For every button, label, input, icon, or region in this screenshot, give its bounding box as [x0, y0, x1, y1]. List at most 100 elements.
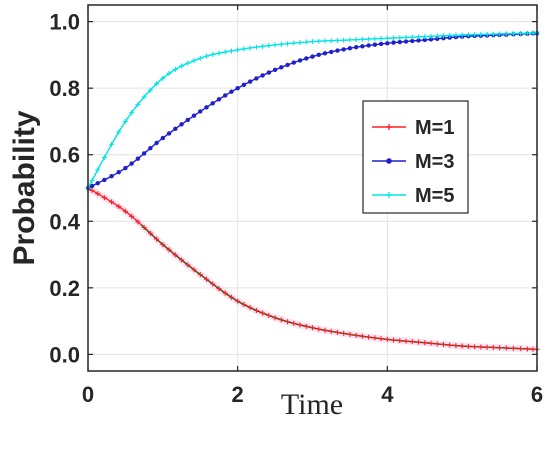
- series-point: [191, 267, 197, 273]
- series-point: [204, 105, 209, 110]
- series-point: [465, 32, 471, 38]
- series-point: [135, 156, 141, 161]
- series-point: [409, 339, 415, 345]
- series-point: [472, 32, 478, 38]
- series-point: [216, 97, 222, 102]
- series-point: [210, 51, 216, 57]
- series-point: [490, 344, 496, 350]
- y-tick-label: 0.4: [49, 209, 80, 234]
- x-tick-labels: 0 2 4 6: [82, 382, 543, 407]
- series-point: [129, 213, 135, 219]
- series-point: [378, 36, 384, 42]
- series-point: [222, 93, 228, 98]
- series-point: [135, 101, 141, 107]
- series-point: [285, 319, 291, 325]
- series-point: [154, 236, 160, 242]
- series-point: [141, 94, 147, 100]
- series-point: [101, 195, 107, 201]
- series-point: [397, 35, 403, 41]
- series-point: [185, 60, 191, 66]
- ticks: [87, 5, 538, 371]
- series-point: [459, 32, 465, 38]
- series-point: [366, 334, 372, 340]
- series-point: [203, 53, 209, 59]
- series-point: [160, 135, 166, 141]
- series-point: [291, 320, 297, 326]
- series-point: [191, 58, 197, 64]
- series-point: [440, 33, 446, 39]
- series-point: [510, 31, 516, 37]
- series-point: [89, 183, 95, 189]
- series-point: [497, 345, 503, 351]
- series-point: [472, 344, 478, 350]
- series-point: [241, 82, 247, 87]
- series-point: [484, 31, 490, 37]
- series-point: [434, 33, 440, 39]
- series-point: [122, 118, 128, 124]
- series-point: [403, 39, 409, 44]
- series-point: [141, 225, 147, 231]
- series-point: [341, 47, 346, 52]
- series-point: [266, 70, 272, 75]
- series-point: [141, 151, 147, 156]
- series-point: [197, 55, 203, 61]
- series-point: [260, 73, 265, 78]
- series-point: [89, 187, 95, 193]
- series-point: [447, 342, 453, 348]
- series-point: [253, 307, 259, 313]
- series-point: [235, 47, 241, 53]
- series-point: [147, 87, 153, 93]
- grid: [87, 5, 538, 371]
- series-point: [385, 41, 390, 46]
- series-point: [122, 208, 128, 214]
- series-point: [272, 42, 278, 48]
- series-point: [297, 40, 303, 46]
- series-point: [241, 46, 247, 52]
- series-point: [359, 36, 365, 42]
- series-point: [129, 110, 135, 116]
- series-point: [109, 141, 115, 147]
- series-point: [109, 173, 114, 179]
- series-point: [335, 48, 340, 53]
- series-point: [329, 49, 334, 55]
- series-point: [391, 337, 397, 343]
- series-point: [179, 257, 185, 263]
- series-point: [397, 338, 403, 344]
- series-point: [428, 37, 434, 42]
- series-point: [316, 52, 321, 58]
- series-point: [291, 60, 296, 65]
- series-point: [116, 204, 122, 210]
- series-point: [101, 154, 107, 160]
- series-point: [410, 38, 415, 44]
- series-point: [266, 43, 272, 49]
- series-point: [322, 38, 328, 44]
- series-point: [166, 131, 172, 136]
- legend-swatch-marker: [386, 192, 392, 198]
- series-point: [278, 41, 284, 47]
- series-point: [247, 305, 253, 311]
- series-point: [459, 343, 465, 349]
- y-tick-label: 0.0: [49, 342, 80, 367]
- series-point: [253, 44, 259, 50]
- series-point: [102, 177, 107, 183]
- series-point: [285, 41, 291, 47]
- series-point: [247, 79, 253, 84]
- series-point: [353, 45, 359, 50]
- series-point: [518, 346, 524, 352]
- series-point: [447, 32, 453, 38]
- series-point: [278, 317, 284, 323]
- series-point: [347, 37, 353, 43]
- plot-background: [88, 5, 537, 371]
- series-point: [366, 36, 372, 42]
- series-point: [403, 338, 409, 344]
- y-tick-label: 0.2: [49, 276, 80, 301]
- series-point: [453, 343, 459, 349]
- series-point: [360, 44, 365, 49]
- series-point: [490, 31, 496, 37]
- series-point: [203, 276, 209, 282]
- series-point: [310, 54, 315, 59]
- series-point: [148, 145, 153, 151]
- series-point: [279, 65, 284, 70]
- series-point: [378, 41, 384, 47]
- series-point: [135, 219, 141, 225]
